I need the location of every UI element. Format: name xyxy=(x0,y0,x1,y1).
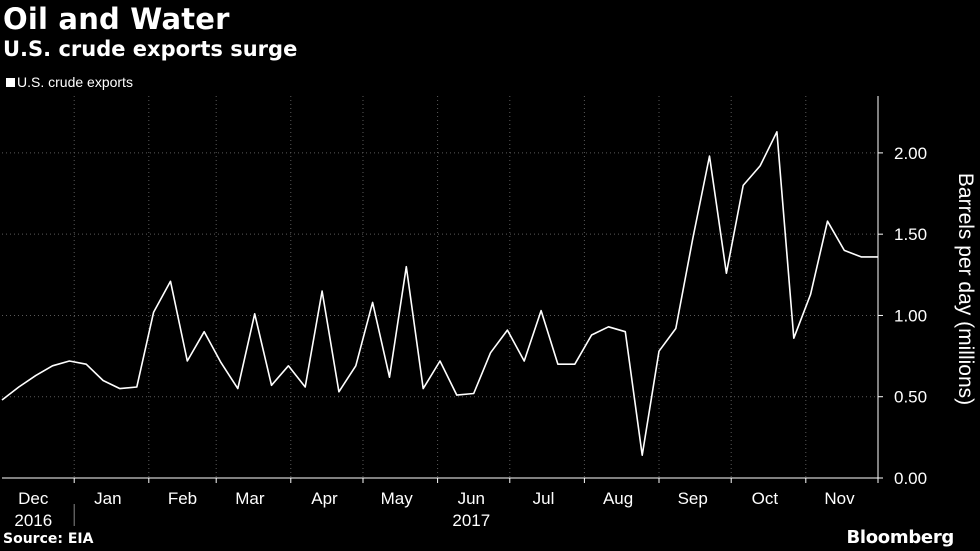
horizontal-gridlines xyxy=(2,152,878,398)
y-axis-title: Barrels per day (millions) xyxy=(954,173,977,405)
series-line-us-crude-exports xyxy=(1,131,878,457)
source-note: Source: EIA xyxy=(3,531,94,547)
y-axis-labels: 0.00 0.50 1.00 1.50 2.00 xyxy=(894,144,927,488)
chart-title: Oil and Water xyxy=(3,2,230,36)
x-tick-label-nov: Nov xyxy=(824,489,855,508)
axes xyxy=(2,96,883,526)
chart-subtitle: U.S. crude exports surge xyxy=(3,37,298,61)
x-tick-label-apr: Apr xyxy=(311,489,338,508)
x-tick-label-jan: Jan xyxy=(94,489,121,508)
x-tick-label-jul: Jul xyxy=(533,489,555,508)
y-tick-label-3: 1.50 xyxy=(894,225,927,244)
legend-label: U.S. crude exports xyxy=(17,74,133,90)
x-axis-labels: Dec Jan Feb Mar Apr May Jun Jul Aug Sep Oct Nov 2016… xyxy=(14,489,855,530)
x-tick-label-mar: Mar xyxy=(235,489,265,508)
legend-swatch xyxy=(6,77,15,87)
x-tick-label-may: May xyxy=(381,489,414,508)
x-tick-label-dec: Dec xyxy=(18,489,49,508)
x-year-label-2017: 2017 xyxy=(452,511,490,530)
x-year-label-2016: 2016 xyxy=(14,511,52,530)
y-tick-label-1: 0.50 xyxy=(894,388,927,407)
x-tick-label-sep: Sep xyxy=(678,489,708,508)
legend: U.S. crude exports xyxy=(6,74,133,90)
x-tick-label-oct: Oct xyxy=(752,489,779,508)
brand-logo: Bloomberg xyxy=(846,527,954,548)
y-tick-label-4: 2.00 xyxy=(894,144,927,163)
y-tick-label-2: 1.00 xyxy=(894,306,927,325)
x-tick-label-aug: Aug xyxy=(603,489,633,508)
x-tick-label-feb: Feb xyxy=(168,489,197,508)
x-tick-label-jun: Jun xyxy=(458,489,485,508)
y-tick-label-0: 0.00 xyxy=(894,469,927,488)
